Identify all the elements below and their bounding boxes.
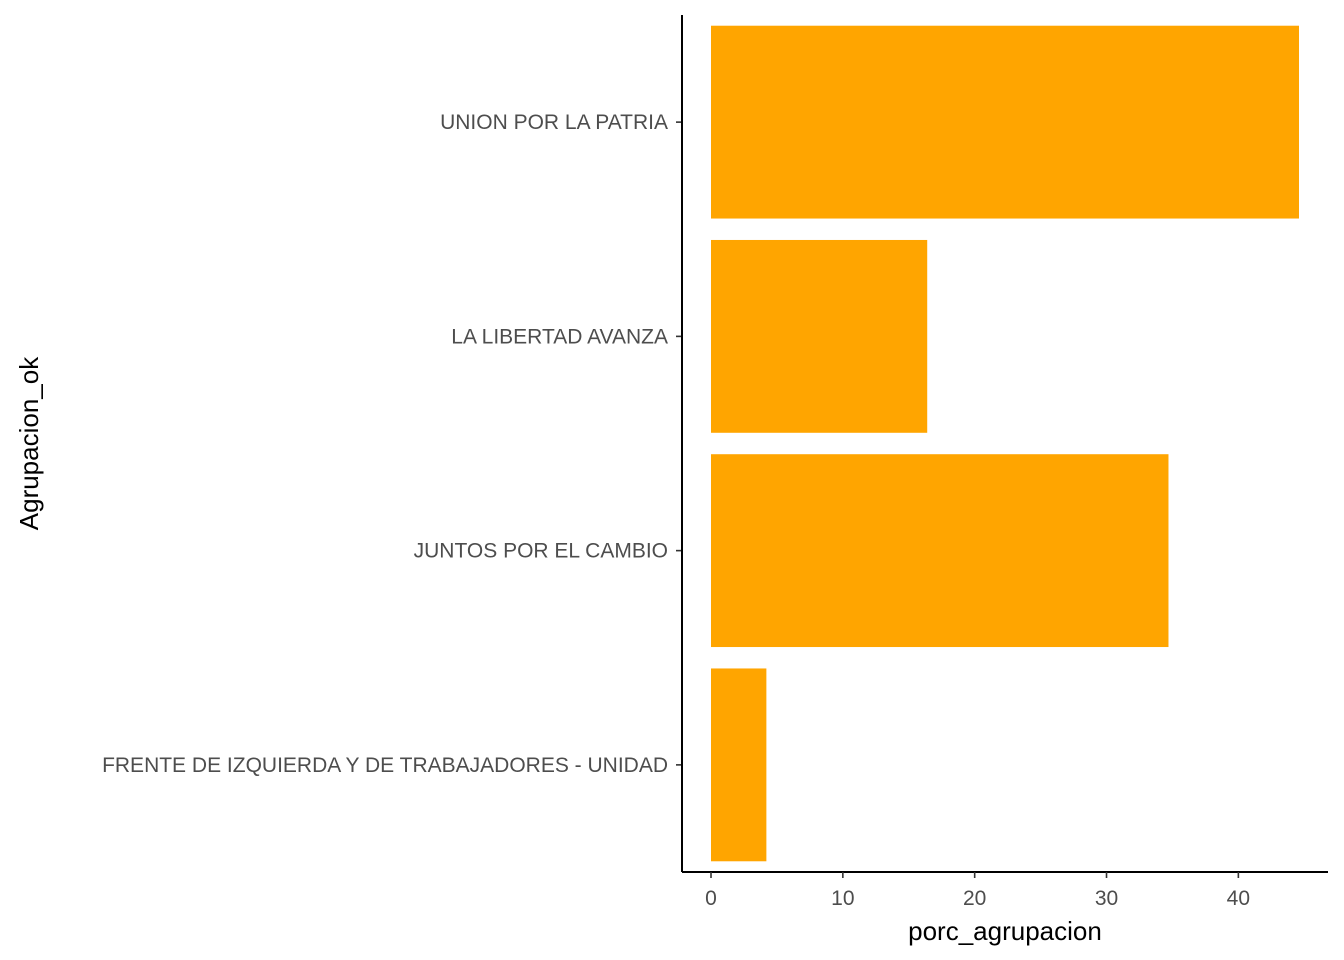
x-tick-label: 30 (1095, 887, 1118, 910)
x-tick-label: 0 (705, 887, 717, 910)
y-tick-label: UNION POR LA PATRIA (440, 111, 668, 134)
y-tick-label: JUNTOS POR EL CAMBIO (414, 540, 668, 563)
y-axis: UNION POR LA PATRIA LA LIBERTAD AVANZA JUN… (102, 15, 683, 872)
bar (711, 668, 767, 862)
bars-group (711, 25, 1299, 862)
bar (711, 25, 1299, 219)
y-axis-title: Agrupacion_ok (14, 356, 44, 530)
bar (711, 239, 928, 433)
x-tick-label: 10 (831, 887, 854, 910)
y-tick-label: FRENTE DE IZQUIERDA Y DE TRABAJADORES - … (102, 754, 668, 777)
x-axis-title: porc_agrupacion (908, 916, 1102, 946)
x-tick-label: 40 (1227, 887, 1250, 910)
bar (711, 454, 1169, 648)
x-tick-label: 20 (963, 887, 986, 910)
x-axis: 0 10 20 30 40 (682, 871, 1328, 910)
y-tick-label: LA LIBERTAD AVANZA (451, 325, 668, 348)
